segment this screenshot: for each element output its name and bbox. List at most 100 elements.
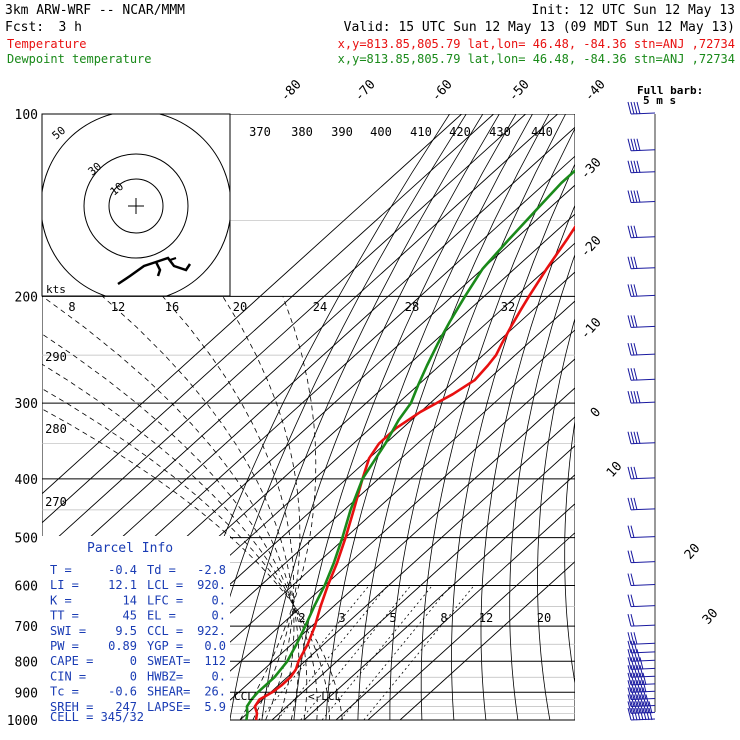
dry-adiabat: [357, 114, 550, 721]
parcel-info-value: 247: [115, 700, 137, 714]
parcel-info-label: K =: [50, 593, 72, 607]
isotherm: [42, 114, 494, 524]
wind-barb-feather: [636, 101, 641, 115]
parcel-info-value: 0.0: [204, 639, 226, 653]
wind-barb: [627, 672, 656, 686]
wind-barb-feather: [630, 640, 635, 654]
wind-barb-feather: [636, 687, 641, 700]
mixing-ratio-line: [321, 585, 433, 721]
wind-barb-feather: [630, 160, 635, 173]
dry-adiabat: [714, 114, 740, 720]
isotherm-label: -20: [578, 233, 605, 260]
wind-barb-feather: [633, 694, 638, 707]
parcel-info-label: SHEAR=: [147, 685, 190, 699]
dry-adiabat: [509, 253, 575, 721]
wind-barb-feather: [627, 190, 632, 203]
ccl-marker: CCL: [234, 690, 254, 703]
mixing-ratio-label: 20: [537, 611, 551, 625]
moist-adiabat: [42, 388, 330, 721]
wind-barb-feather: [627, 657, 632, 670]
hodograph-speed-label: 16: [165, 300, 179, 314]
wind-barb: [627, 594, 656, 608]
parcel-info-cell: CELL = 345/32: [50, 710, 144, 724]
wind-barb-staff: [630, 267, 656, 270]
isotherm: [207, 387, 575, 721]
wind-barb-feather: [627, 614, 632, 627]
parcel-info-value: 12.1: [108, 578, 137, 592]
wind-barb-staff: [630, 659, 656, 662]
moist-adiabat: [42, 363, 318, 721]
wind-barb: [627, 573, 656, 587]
isotherm: [271, 445, 575, 721]
wind-barb-feather: [642, 672, 647, 685]
isentrope-label: 280: [45, 422, 67, 436]
parcel-info-value: 5.9: [204, 700, 226, 714]
wind-barb-feather: [636, 665, 641, 678]
pressure-tick-label: 1000: [7, 714, 38, 729]
hodograph-box: [41, 113, 231, 297]
wind-barb-feather: [630, 284, 635, 297]
moist-adiabat: [42, 333, 308, 721]
lcl-marker: <-LCL: [308, 690, 341, 703]
wind-barbs: [627, 101, 656, 721]
wind-barb-feather: [633, 101, 638, 115]
mixing-ratio-line: [258, 585, 370, 721]
parcel-info-label: SREH =: [50, 700, 93, 714]
pressure-tick-label: 400: [15, 473, 38, 488]
model-title: 3km ARW-WRF -- NCAR/MMM: [5, 3, 185, 18]
wind-barb-staff: [630, 201, 656, 204]
wind-barb-feather: [642, 687, 647, 700]
wind-barb: [627, 707, 656, 721]
wind-barb-feather: [630, 632, 635, 645]
parcel-info-value: -0.4: [108, 563, 137, 577]
wind-barb-feather: [645, 701, 650, 714]
wind-barb-feather: [627, 701, 632, 714]
wind-barb-feather: [636, 657, 641, 670]
wind-barb-feather: [639, 707, 644, 721]
wind-barb-feather: [633, 649, 638, 662]
parcel-info-value: -2.8: [197, 563, 226, 577]
hodograph-ring-30: [83, 153, 189, 259]
pressure-tick-label: 100: [15, 108, 38, 123]
wind-barb-feather: [627, 550, 632, 563]
isotherm-label: 30: [700, 606, 722, 628]
pressure-tick-label: 500: [15, 532, 38, 547]
wind-barb-staff: [630, 149, 656, 152]
wind-barb-feather: [627, 391, 632, 404]
isentrope-label: 290: [45, 350, 67, 364]
forecast-label: Fcst:: [5, 20, 44, 35]
hodograph-speed-label: 12: [111, 300, 125, 314]
wind-barb-feather: [639, 687, 644, 700]
parcel-info-label: CCL =: [147, 624, 183, 638]
parcel-info-value: 0: [130, 654, 137, 668]
moist-adiabat: [42, 408, 343, 721]
parcel-info-rows: T = -0.4 Td = -2.8 LI = 12.1 LCL = 920. K = 14 LFC…: [50, 563, 226, 714]
dry-adiabat: [325, 114, 533, 721]
wind-barb-feather: [633, 672, 638, 685]
wind-barb-staff: [630, 112, 656, 115]
wind-barb-feather: [633, 497, 638, 510]
wind-barb-feather: [627, 284, 632, 297]
isotherm: [42, 114, 558, 582]
wind-barb-feather: [630, 497, 635, 510]
wind-barb: [627, 101, 656, 115]
wind-barb-feather: [636, 160, 641, 173]
wind-barb-feather: [633, 657, 638, 670]
wind-barb-feather: [630, 466, 635, 479]
moist-adiabat: [222, 296, 301, 721]
wind-barb-staff: [630, 353, 656, 356]
wind-barb-feather: [627, 594, 632, 607]
parcel-info-value: 922.: [197, 624, 226, 638]
isotherm-label: -10: [578, 315, 605, 342]
wind-barb-feather: [630, 672, 635, 685]
parcel-info-label: TT =: [50, 609, 79, 623]
wind-barb-feather: [630, 431, 635, 444]
wind-barb-feather: [627, 225, 632, 238]
wind-barb-staff: [630, 325, 656, 328]
wind-barb-feather: [627, 160, 632, 173]
dry-adiabat: [537, 317, 575, 721]
wind-barb-feather: [630, 707, 635, 721]
wind-barb-staff: [630, 642, 656, 645]
pressure-tick-label: 200: [15, 290, 38, 305]
